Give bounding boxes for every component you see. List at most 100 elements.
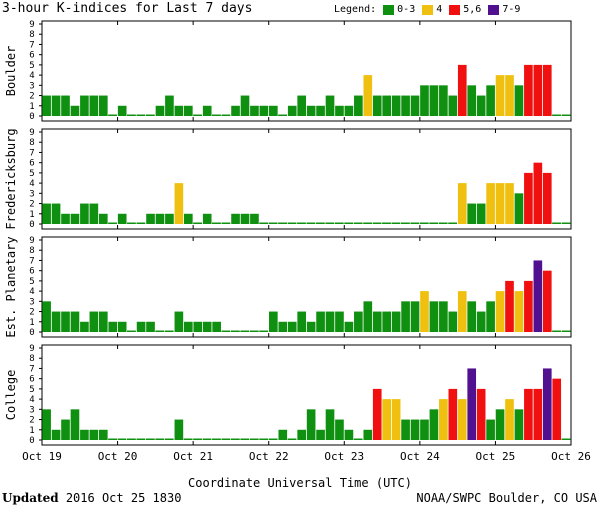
k-index-bar — [363, 429, 373, 440]
k-index-bar — [259, 330, 269, 332]
k-index-bar — [372, 311, 382, 332]
k-index-bar — [193, 438, 202, 440]
y-tick-label: 0 — [29, 436, 34, 446]
k-index-bar — [108, 321, 118, 332]
k-index-bar — [391, 399, 401, 440]
k-index-bar — [316, 311, 325, 332]
k-index-bar — [51, 311, 61, 332]
k-index-bar — [344, 105, 354, 116]
y-tick-label: 0 — [29, 328, 34, 338]
k-index-bar — [240, 438, 250, 440]
k-index-bar — [382, 222, 391, 224]
legend-swatch-0-3 — [383, 4, 395, 15]
k-index-bar — [315, 222, 325, 224]
k-index-bar — [127, 330, 136, 332]
k-index-bar — [80, 203, 89, 224]
k-index-bar — [495, 183, 505, 224]
k-index-bar — [353, 438, 363, 440]
k-index-bar — [353, 222, 363, 224]
k-index-bar — [448, 311, 458, 332]
y-tick-label: 9 — [29, 236, 34, 246]
k-index-bar — [98, 429, 108, 440]
y-tick-label: 2 — [29, 200, 34, 210]
k-index-bar — [287, 105, 297, 116]
k-index-bar — [51, 95, 61, 116]
k-index-bar — [127, 438, 136, 440]
k-index-bar — [325, 409, 335, 440]
y-tick-label: 8 — [29, 246, 34, 256]
k-index-bar — [316, 429, 325, 440]
k-index-bar — [552, 330, 561, 332]
k-index-bar — [495, 291, 505, 332]
k-index-bar — [439, 85, 448, 116]
k-index-bar — [372, 222, 382, 224]
k-index-bar — [457, 399, 467, 440]
y-tick-label: 6 — [29, 159, 34, 169]
k-index-bar — [429, 409, 439, 440]
y-tick-label: 4 — [29, 287, 34, 297]
k-index-bar — [438, 222, 448, 224]
k-index-bar — [514, 193, 524, 224]
k-index-bar — [221, 114, 231, 116]
panel-label: College — [4, 370, 18, 421]
k-index-bar — [212, 321, 221, 332]
y-tick-label: 4 — [29, 395, 34, 405]
k-index-bar — [533, 64, 543, 116]
y-tick-label: 0 — [29, 220, 34, 230]
k-index-bar — [344, 222, 354, 224]
k-index-bar — [457, 183, 467, 224]
k-index-bar — [486, 419, 495, 440]
y-tick-label: 8 — [29, 30, 34, 40]
k-index-bar — [306, 105, 316, 116]
k-index-bar — [202, 321, 212, 332]
k-index-bar — [80, 321, 89, 332]
y-tick-label: 4 — [29, 179, 34, 189]
y-tick-label: 6 — [29, 51, 34, 61]
k-index-bar — [174, 105, 184, 116]
k-index-bar — [505, 75, 514, 116]
k-index-bar — [354, 311, 363, 332]
k-index-bar — [542, 172, 552, 224]
k-index-bar — [212, 438, 221, 440]
k-index-bar — [335, 105, 344, 116]
y-tick-label: 3 — [29, 189, 34, 199]
k-index-bar — [467, 301, 477, 332]
k-index-bar — [221, 222, 231, 224]
k-index-bar — [80, 95, 89, 116]
k-index-bar — [467, 85, 477, 116]
k-index-bar — [297, 311, 306, 332]
k-index-bar — [552, 222, 561, 224]
k-index-bar — [505, 183, 514, 224]
k-index-bar — [136, 438, 146, 440]
k-index-bar — [306, 222, 316, 224]
k-index-bar — [561, 222, 571, 224]
k-index-bar — [193, 114, 202, 116]
k-index-bar — [61, 213, 70, 224]
y-tick-label: 5 — [29, 169, 34, 179]
k-index-bar — [183, 213, 193, 224]
k-index-bar — [382, 399, 392, 440]
panel-label: Fredericksburg — [4, 128, 18, 229]
k-index-bar — [382, 95, 392, 116]
y-tick-label: 5 — [29, 61, 34, 71]
x-tick-label: Oct 21 — [173, 450, 213, 463]
y-tick-label: 1 — [29, 102, 34, 112]
k-index-bar — [212, 222, 221, 224]
k-index-bar — [269, 311, 278, 332]
k-index-bar — [533, 388, 543, 440]
k-index-bar — [127, 114, 136, 116]
k-index-bar — [155, 213, 165, 224]
y-tick-label: 1 — [29, 318, 34, 328]
k-index-bar — [61, 311, 70, 332]
k-index-bar — [70, 213, 80, 224]
k-index-bar — [476, 311, 486, 332]
k-index-bar — [363, 301, 373, 332]
k-index-bar — [145, 438, 155, 440]
y-tick-label: 9 — [29, 128, 34, 138]
k-index-bar — [80, 429, 89, 440]
k-index-bar — [230, 438, 240, 440]
y-tick-label: 8 — [29, 354, 34, 364]
k-index-bar — [505, 399, 514, 440]
k-index-bar — [476, 388, 486, 440]
y-tick-label: 2 — [29, 92, 34, 102]
